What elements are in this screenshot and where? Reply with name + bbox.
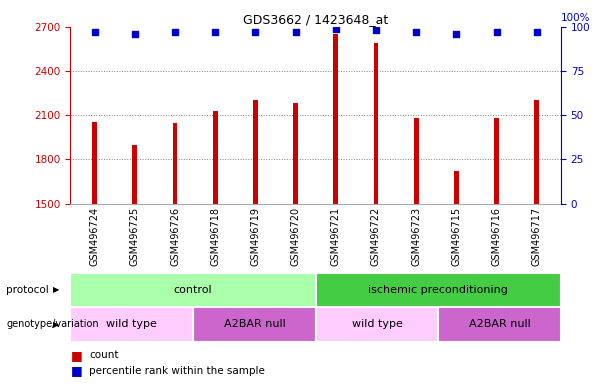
Point xyxy=(170,29,180,35)
Point xyxy=(291,29,300,35)
Text: GSM496722: GSM496722 xyxy=(371,207,381,266)
Text: GSM496725: GSM496725 xyxy=(130,207,140,266)
Point xyxy=(492,29,501,35)
Bar xyxy=(316,273,561,307)
Text: genotype/variation: genotype/variation xyxy=(6,319,99,329)
Text: count: count xyxy=(89,350,118,360)
Bar xyxy=(173,122,177,204)
Text: GSM496721: GSM496721 xyxy=(331,207,341,266)
Text: ■: ■ xyxy=(70,364,82,377)
Bar xyxy=(193,307,316,342)
Bar xyxy=(253,101,258,204)
Text: GSM496724: GSM496724 xyxy=(89,207,100,266)
Text: wild type: wild type xyxy=(352,319,402,329)
Bar xyxy=(438,307,561,342)
Text: GSM496726: GSM496726 xyxy=(170,207,180,266)
Point xyxy=(331,26,341,32)
Text: 100%: 100% xyxy=(561,13,590,23)
Bar xyxy=(316,307,438,342)
Bar xyxy=(70,307,193,342)
Text: GSM496720: GSM496720 xyxy=(291,207,300,266)
Text: GSM496719: GSM496719 xyxy=(250,207,261,266)
Point xyxy=(452,31,462,37)
Text: A2BAR null: A2BAR null xyxy=(224,319,285,329)
Text: protocol: protocol xyxy=(6,285,49,295)
Point xyxy=(89,29,99,35)
Point xyxy=(210,29,220,35)
Bar xyxy=(373,43,378,204)
Text: ■: ■ xyxy=(70,349,82,362)
Bar xyxy=(213,111,218,204)
Point xyxy=(371,27,381,33)
Text: ▶: ▶ xyxy=(53,320,59,329)
Text: ischemic preconditioning: ischemic preconditioning xyxy=(368,285,508,295)
Text: percentile rank within the sample: percentile rank within the sample xyxy=(89,366,265,376)
Point xyxy=(411,29,421,35)
Text: GSM496716: GSM496716 xyxy=(492,207,501,266)
Text: GSM496717: GSM496717 xyxy=(531,207,542,266)
Point xyxy=(130,31,140,37)
Bar xyxy=(293,103,298,204)
Bar xyxy=(494,118,499,204)
Title: GDS3662 / 1423648_at: GDS3662 / 1423648_at xyxy=(243,13,388,26)
Bar xyxy=(414,118,419,204)
Bar xyxy=(333,34,338,204)
Text: GSM496718: GSM496718 xyxy=(210,207,220,266)
Text: GSM496715: GSM496715 xyxy=(451,207,462,266)
Text: ▶: ▶ xyxy=(53,285,59,295)
Text: control: control xyxy=(173,285,213,295)
Bar xyxy=(454,171,459,204)
Bar xyxy=(535,101,539,204)
Text: A2BAR null: A2BAR null xyxy=(469,319,530,329)
Bar xyxy=(132,145,137,204)
Text: GSM496723: GSM496723 xyxy=(411,207,421,266)
Text: wild type: wild type xyxy=(107,319,157,329)
Point xyxy=(251,29,261,35)
Point xyxy=(532,29,542,35)
Bar xyxy=(92,122,97,204)
Bar xyxy=(70,273,316,307)
